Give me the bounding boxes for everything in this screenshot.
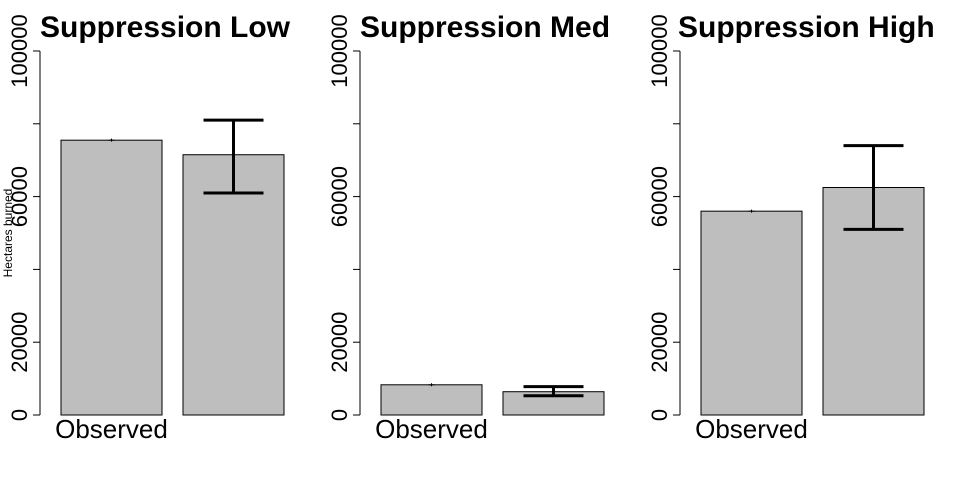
- y-tick-label: 60000: [647, 166, 672, 227]
- bar-1: [380, 384, 483, 416]
- y-tick-label: 100000: [327, 14, 352, 87]
- panel-title: Suppression High: [678, 11, 935, 44]
- error-bar-1: [108, 138, 115, 142]
- y-tick-label: 100000: [647, 14, 672, 87]
- bar-2: [182, 154, 285, 416]
- error-bar-1: [748, 209, 755, 213]
- panel-title: Suppression Low: [40, 11, 291, 44]
- panel-2: Suppression Med 0 20000 60000 100000 Observed: [327, 11, 610, 444]
- bar-1: [60, 139, 163, 416]
- bar-1: [700, 210, 803, 416]
- y-tick-label: 20000: [327, 312, 352, 373]
- y-tick-label: 20000: [647, 312, 672, 373]
- category-label: Observed: [695, 414, 808, 444]
- error-bar-2: [523, 385, 584, 398]
- y-tick-label: 0: [7, 409, 32, 421]
- panel-title: Suppression Med: [360, 11, 610, 44]
- y-tick-label: 100000: [7, 14, 32, 87]
- y-axis-label: Hectares burned: [1, 189, 15, 278]
- category-label: Observed: [375, 414, 488, 444]
- error-bar-1: [428, 383, 435, 387]
- y-tick-label: 20000: [7, 312, 32, 373]
- y-tick-label: 60000: [327, 166, 352, 227]
- error-bar-2: [203, 118, 264, 195]
- category-label: Observed: [55, 414, 168, 444]
- y-tick-label: 60000: [7, 166, 32, 227]
- y-tick-label: 0: [647, 409, 672, 421]
- panel-1: Suppression Low 0 20000 60000 100000 Hectares…: [1, 11, 291, 444]
- y-tick-label: 0: [327, 409, 352, 421]
- panel-3: Suppression High 0 20000 60000 100000 Observe…: [647, 11, 935, 444]
- error-bar-2: [843, 144, 904, 231]
